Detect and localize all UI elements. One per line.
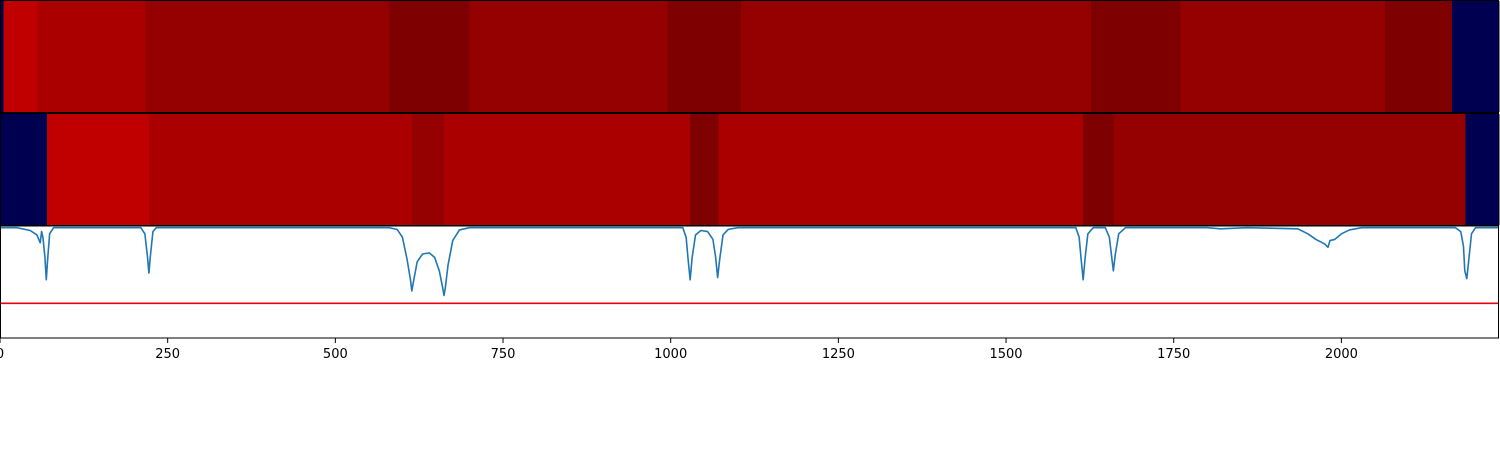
x-tick-label: 0: [0, 347, 4, 362]
signal-panel-bg: [1, 226, 1499, 338]
segment-cell: [718, 114, 1083, 225]
x-tick-label: 500: [323, 347, 348, 362]
segment-cell: [1083, 114, 1114, 225]
segment-track-1: [0, 1, 1500, 113]
x-axis: 0 250 500 750 1000 1250 1500 1750 2000: [0, 338, 1358, 362]
segment-cell: [1385, 1, 1453, 112]
segment-cell: [38, 1, 147, 112]
x-tick-label: 750: [491, 347, 516, 362]
segment-tracks: [0, 1, 1500, 226]
segment-cell: [444, 114, 691, 225]
segment-cell: [1180, 1, 1385, 112]
x-tick-label: 250: [155, 347, 180, 362]
segment-cell: [1091, 1, 1181, 112]
x-tick-label: 1000: [654, 347, 687, 362]
segment-cell: [1465, 114, 1499, 225]
segment-track-2: [0, 114, 1500, 226]
segment-cell: [3, 1, 38, 112]
segment-cell: [390, 1, 470, 112]
segment-cell: [667, 1, 741, 112]
segment-cell: [1452, 1, 1500, 112]
segment-cell: [690, 114, 719, 225]
x-tick-label: 1250: [822, 347, 855, 362]
x-tick-label: 1500: [989, 347, 1022, 362]
segment-cell: [47, 114, 150, 225]
x-tick-label: 2000: [1325, 347, 1358, 362]
x-tick-label: 1750: [1157, 347, 1190, 362]
segment-cell: [149, 114, 413, 225]
segment-cell: [469, 1, 667, 112]
segment-cell: [1113, 114, 1466, 225]
segment-cell: [0, 114, 48, 225]
signal-panel: [0, 226, 1499, 338]
segment-cell: [412, 114, 445, 225]
segment-cell: [741, 1, 1092, 112]
segment-cell: [146, 1, 391, 112]
